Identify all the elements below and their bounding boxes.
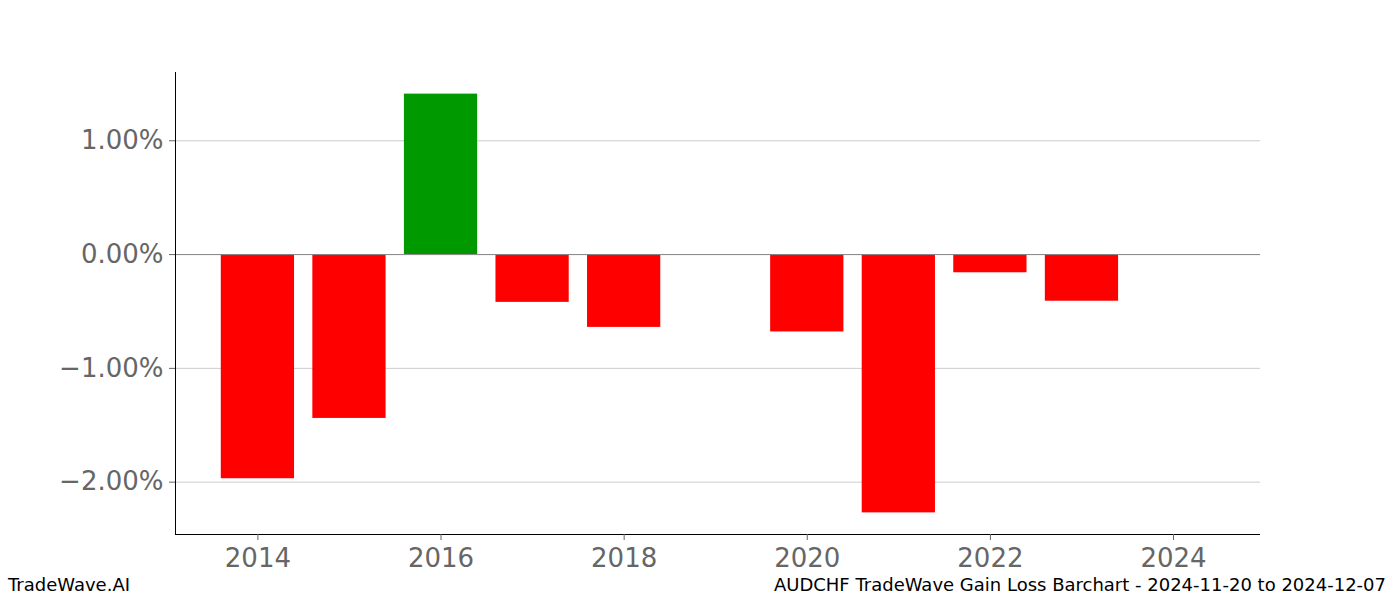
svg-text:2024: 2024 <box>1140 543 1206 573</box>
svg-text:2018: 2018 <box>591 543 657 573</box>
svg-text:2020: 2020 <box>774 543 840 573</box>
svg-text:2022: 2022 <box>957 543 1023 573</box>
html-text:AUDCHF TradeWave Gain Loss Bar: AUDCHF TradeWave Gain Loss Barchart - 20… <box>773 574 1386 595</box>
svg-text:2014: 2014 <box>225 543 291 573</box>
svg-text:−1.00%: −1.00% <box>59 353 163 383</box>
svg-text:−2.00%: −2.00% <box>59 466 163 496</box>
svg-text:2016: 2016 <box>408 543 474 573</box>
svg-text:1.00%: 1.00% <box>81 125 164 155</box>
svg-text:0.00%: 0.00% <box>81 239 164 269</box>
html-text:TradeWave.AI: TradeWave.AI <box>8 574 130 595</box>
